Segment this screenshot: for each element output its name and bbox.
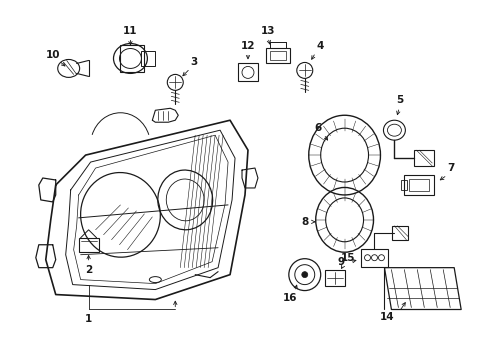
Bar bbox=[120, 45, 144, 72]
Text: 3: 3 bbox=[190, 58, 198, 67]
Text: 11: 11 bbox=[123, 26, 138, 36]
Bar bbox=[413, 150, 433, 166]
Text: 8: 8 bbox=[301, 217, 308, 227]
Text: 2: 2 bbox=[85, 265, 92, 275]
Bar bbox=[269, 50, 285, 60]
Text: 1: 1 bbox=[85, 314, 92, 324]
Text: 7: 7 bbox=[447, 163, 454, 173]
Text: 14: 14 bbox=[379, 312, 394, 323]
Circle shape bbox=[301, 272, 307, 278]
Bar bbox=[324, 270, 344, 285]
Text: 10: 10 bbox=[45, 50, 60, 60]
Text: 6: 6 bbox=[313, 123, 321, 133]
Bar bbox=[360, 249, 387, 267]
Text: 4: 4 bbox=[315, 41, 323, 50]
Bar bbox=[408, 179, 428, 191]
Text: 13: 13 bbox=[260, 26, 275, 36]
Text: 5: 5 bbox=[395, 95, 402, 105]
Text: 12: 12 bbox=[240, 41, 255, 50]
Bar bbox=[79, 238, 99, 252]
Bar bbox=[141, 50, 155, 67]
Bar bbox=[265, 48, 289, 63]
Bar bbox=[401, 180, 407, 190]
Text: 16: 16 bbox=[282, 293, 297, 302]
Bar bbox=[238, 63, 258, 81]
Bar bbox=[392, 226, 407, 240]
Text: 9: 9 bbox=[336, 257, 344, 267]
Text: 15: 15 bbox=[340, 253, 354, 263]
Bar bbox=[404, 175, 433, 195]
